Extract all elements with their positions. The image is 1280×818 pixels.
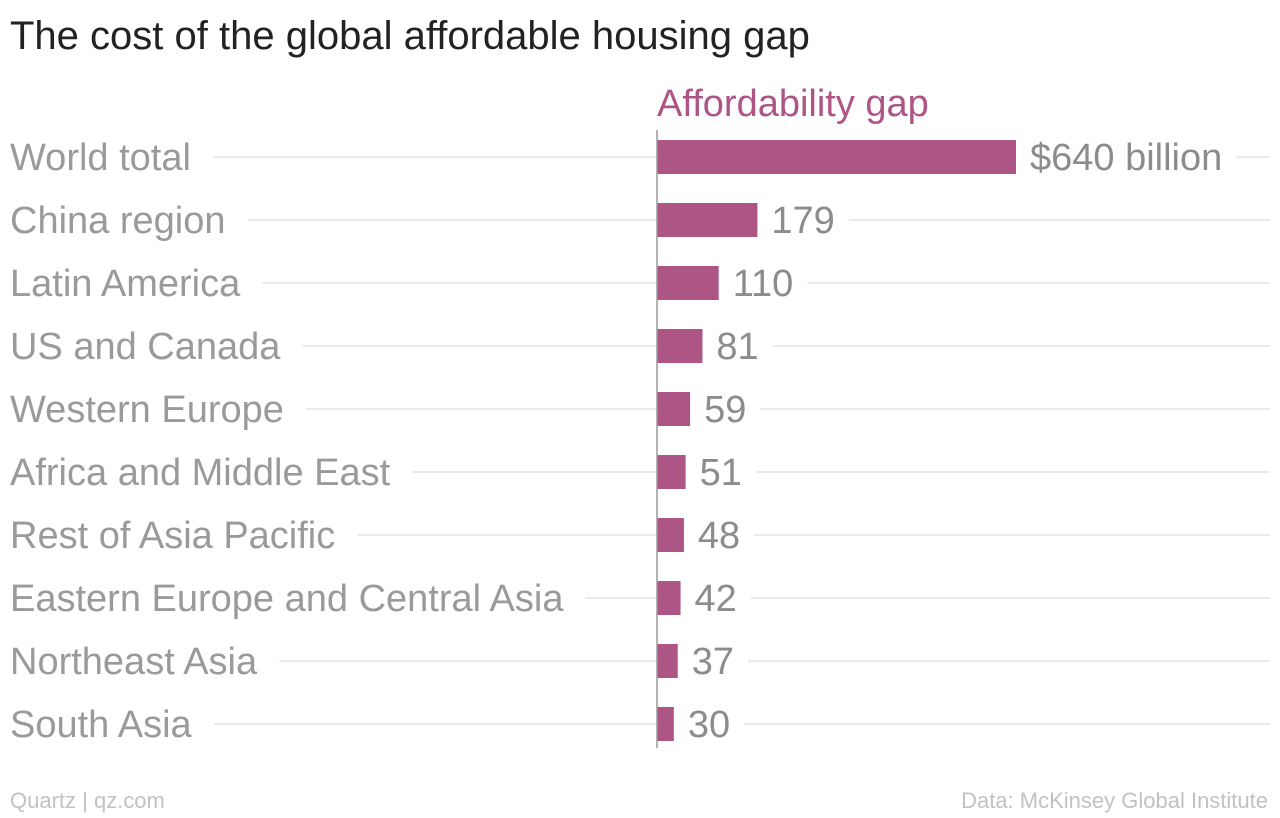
bar bbox=[657, 518, 684, 552]
bar bbox=[657, 329, 703, 363]
bar bbox=[657, 455, 686, 489]
bar bbox=[657, 644, 678, 678]
category-label: China region bbox=[10, 200, 225, 242]
value-label: 37 bbox=[692, 641, 734, 683]
category-label: Rest of Asia Pacific bbox=[10, 515, 335, 557]
footer-credit: Quartz | qz.com bbox=[10, 788, 165, 813]
value-label: 179 bbox=[771, 200, 834, 242]
category-label: Africa and Middle East bbox=[10, 452, 391, 494]
footer-source: Data: McKinsey Global Institute bbox=[961, 788, 1268, 813]
value-label: 48 bbox=[698, 515, 740, 557]
bar bbox=[657, 581, 681, 615]
category-label: Eastern Europe and Central Asia bbox=[10, 578, 564, 620]
value-label: $640 billion bbox=[1030, 137, 1222, 179]
value-label: 42 bbox=[695, 578, 737, 620]
value-label: 110 bbox=[733, 263, 794, 305]
chart-title: The cost of the global affordable housin… bbox=[10, 14, 810, 58]
value-label: 51 bbox=[700, 452, 742, 494]
value-label: 59 bbox=[704, 389, 746, 431]
series-name-label: Affordability gap bbox=[657, 83, 929, 125]
bar bbox=[657, 266, 719, 300]
category-label: Northeast Asia bbox=[10, 641, 258, 683]
value-label: 81 bbox=[716, 326, 758, 368]
category-label: Western Europe bbox=[10, 389, 284, 431]
bar bbox=[657, 392, 691, 426]
bar bbox=[657, 203, 758, 237]
category-label: US and Canada bbox=[10, 326, 281, 368]
category-label: South Asia bbox=[10, 704, 193, 746]
value-label: 30 bbox=[688, 704, 730, 746]
bar bbox=[657, 707, 674, 741]
category-label: Latin America bbox=[10, 263, 241, 305]
category-label: World total bbox=[10, 137, 191, 179]
bar bbox=[657, 140, 1016, 174]
